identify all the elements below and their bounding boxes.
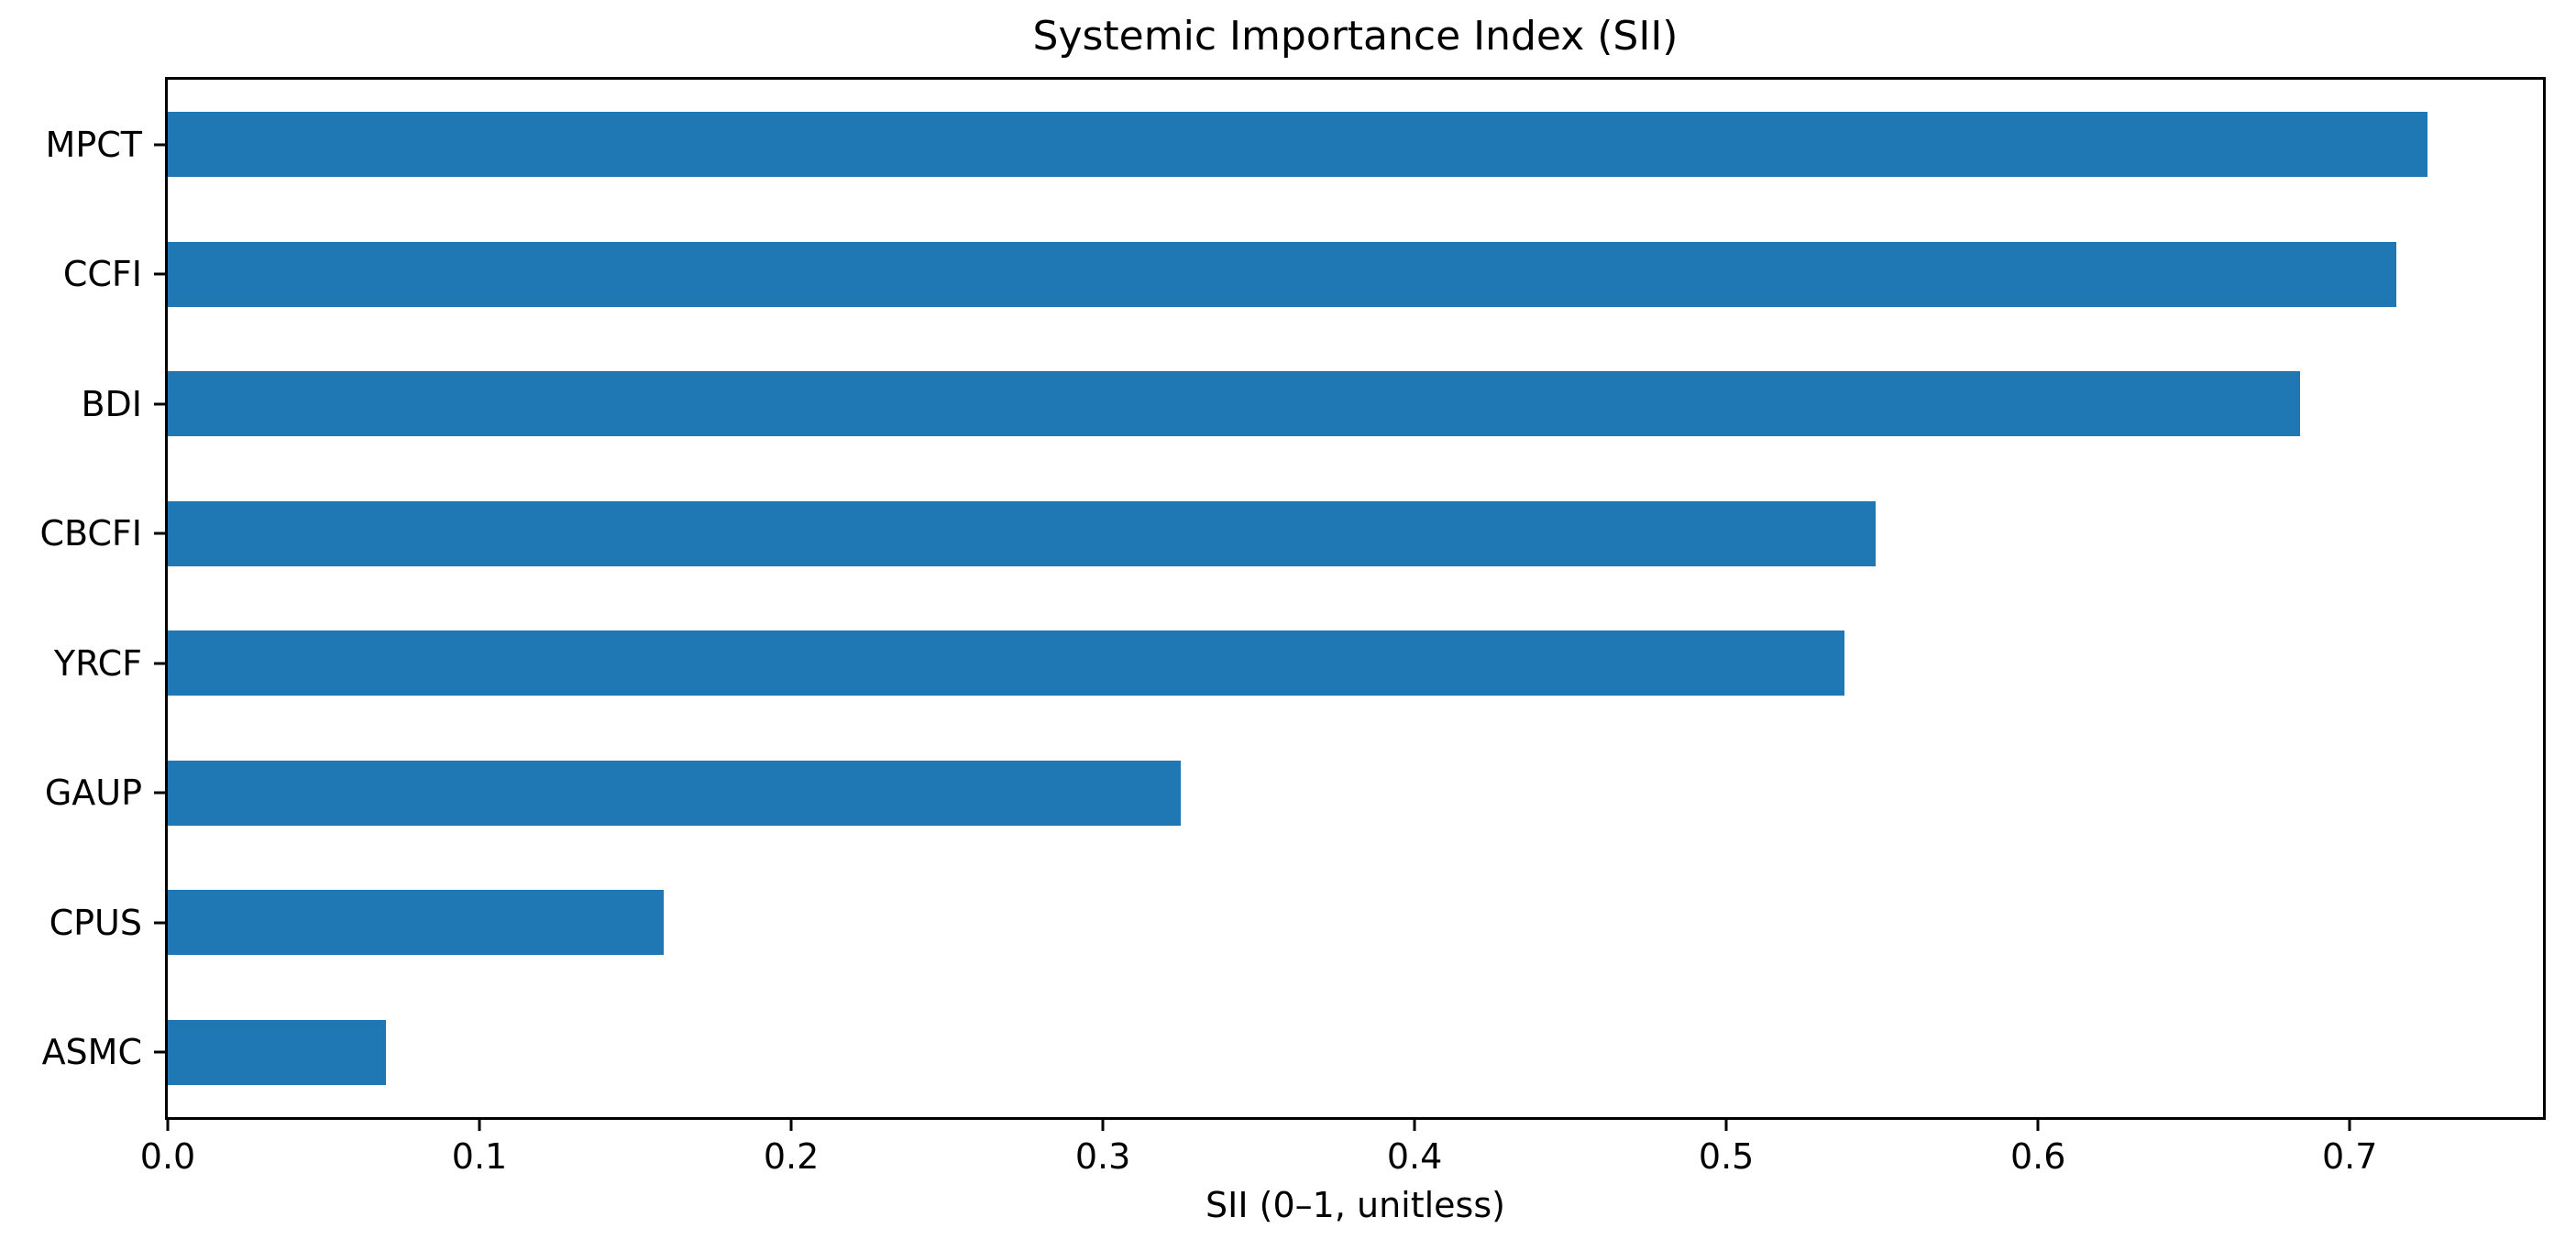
- bar-gaup: [168, 760, 1182, 826]
- bar-bdi: [168, 371, 2300, 437]
- bar-asmc: [168, 1019, 387, 1085]
- bar-cpus: [168, 890, 664, 956]
- x-tick-label-0.5: 0.5: [1698, 1136, 1755, 1177]
- bar-mpct: [168, 112, 2428, 178]
- y-tick-mark: [154, 1050, 165, 1054]
- x-tick-mark: [1413, 1120, 1416, 1131]
- x-tick-label-0.4: 0.4: [1386, 1136, 1443, 1177]
- y-tick-label-mpct: MPCT: [45, 124, 142, 165]
- chart-title: Systemic Importance Index (SII): [1032, 13, 1679, 60]
- y-tick-mark: [154, 532, 165, 535]
- x-axis-label: SII (0–1, unitless): [1205, 1185, 1505, 1225]
- y-tick-mark: [154, 791, 165, 795]
- x-tick-label-0.6: 0.6: [2009, 1136, 2066, 1177]
- y-tick-label-cbcfi: CBCFI: [39, 513, 142, 554]
- y-tick-label-gaup: GAUP: [44, 773, 142, 814]
- x-tick-mark: [2036, 1120, 2040, 1131]
- y-tick-label-bdi: BDI: [81, 383, 142, 424]
- y-tick-label-yrcf: YRCF: [53, 642, 142, 684]
- x-tick-label-0.2: 0.2: [763, 1136, 820, 1177]
- plot-area: MPCT CCFI BDI CBCFI YRCF GAUP CPUS ASMC 0.0 0.1 0.…: [39, 77, 2546, 1174]
- x-tick-mark: [166, 1120, 170, 1131]
- x-tick-mark: [478, 1120, 481, 1131]
- x-tick-mark: [1724, 1120, 1728, 1131]
- x-tick-label-0.0: 0.0: [139, 1136, 196, 1177]
- x-tick-label-0.7: 0.7: [2321, 1136, 2378, 1177]
- y-tick-label-asmc: ASMC: [41, 1032, 142, 1073]
- y-tick-mark: [154, 921, 165, 925]
- y-tick-mark: [154, 662, 165, 665]
- y-tick-mark: [154, 272, 165, 276]
- x-tick-label-0.1: 0.1: [451, 1136, 508, 1177]
- bar-cbcfi: [168, 500, 1877, 566]
- y-tick-mark: [154, 143, 165, 147]
- x-tick-mark: [2348, 1120, 2351, 1131]
- x-tick-label-0.3: 0.3: [1074, 1136, 1131, 1177]
- y-tick-label-cpus: CPUS: [49, 902, 142, 943]
- bar-ccfi: [168, 241, 2397, 307]
- x-tick-mark: [789, 1120, 793, 1131]
- bar-yrcf: [168, 630, 1845, 696]
- y-tick-mark: [154, 402, 165, 406]
- x-tick-mark: [1101, 1120, 1105, 1131]
- y-tick-label-ccfi: CCFI: [62, 254, 142, 295]
